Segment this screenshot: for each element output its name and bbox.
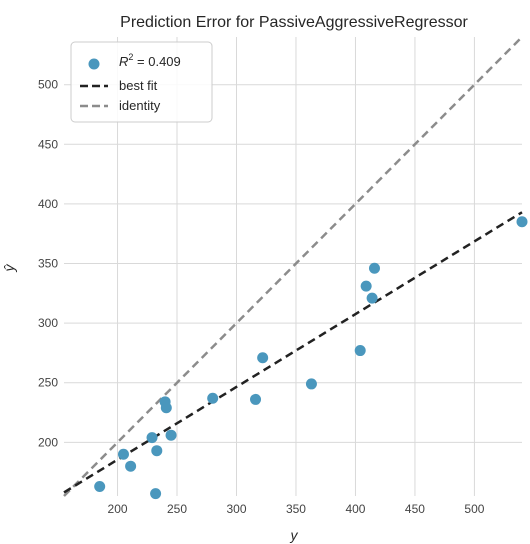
data-point bbox=[151, 445, 163, 457]
x-tick-label: 400 bbox=[345, 502, 365, 516]
legend-r2-value: = 0.409 bbox=[133, 54, 180, 69]
data-point bbox=[150, 488, 162, 500]
legend-r2-entry: R2 = 0.409 bbox=[119, 52, 181, 69]
grid-layer bbox=[64, 37, 522, 496]
best-fit-line bbox=[63, 211, 523, 494]
data-point bbox=[160, 402, 172, 414]
y-tick-label: 300 bbox=[38, 316, 58, 330]
data-point bbox=[165, 429, 177, 441]
data-point bbox=[368, 262, 380, 274]
data-point bbox=[516, 216, 528, 228]
data-point bbox=[360, 280, 372, 292]
y-axis-label: ŷ bbox=[1, 264, 17, 273]
data-point bbox=[257, 352, 269, 364]
data-point bbox=[354, 345, 366, 357]
chart-title: Prediction Error for PassiveAggressiveRe… bbox=[120, 14, 468, 31]
data-point bbox=[305, 378, 317, 390]
x-tick-label: 250 bbox=[167, 502, 187, 516]
x-tick-label: 350 bbox=[286, 502, 306, 516]
identity-line bbox=[63, 36, 523, 497]
legend-r2-superscript: 2 bbox=[128, 52, 133, 62]
x-axis-label: y bbox=[290, 527, 299, 543]
y-tick-label: 450 bbox=[38, 137, 58, 151]
legend-r2-symbol: R bbox=[119, 54, 128, 69]
data-points bbox=[94, 216, 528, 500]
legend-point-marker bbox=[88, 58, 100, 70]
data-point bbox=[146, 432, 158, 444]
axes: 200 250 300 350 400 450 500 200 250 300 350 400 450 5… bbox=[38, 78, 485, 516]
x-tick-label: 450 bbox=[405, 502, 425, 516]
data-point bbox=[117, 448, 129, 460]
data-point bbox=[366, 292, 378, 304]
data-point bbox=[207, 392, 219, 404]
y-tick-label: 250 bbox=[38, 376, 58, 390]
legend-identity-label: identity bbox=[119, 98, 161, 113]
legend-box bbox=[70, 41, 213, 123]
data-point bbox=[125, 460, 137, 472]
y-tick-label: 400 bbox=[38, 197, 58, 211]
data-point bbox=[94, 480, 106, 492]
x-tick-label: 200 bbox=[108, 502, 128, 516]
x-tick-label: 500 bbox=[464, 502, 484, 516]
y-tick-label: 350 bbox=[38, 257, 58, 271]
x-tick-label: 300 bbox=[226, 502, 246, 516]
data-point bbox=[250, 393, 262, 405]
legend-best-fit-label: best fit bbox=[119, 78, 158, 93]
legend: R2 = 0.409 best fit identity bbox=[70, 41, 213, 123]
y-tick-label: 500 bbox=[38, 78, 58, 92]
y-tick-label: 200 bbox=[38, 435, 58, 449]
reference-lines bbox=[63, 36, 523, 497]
